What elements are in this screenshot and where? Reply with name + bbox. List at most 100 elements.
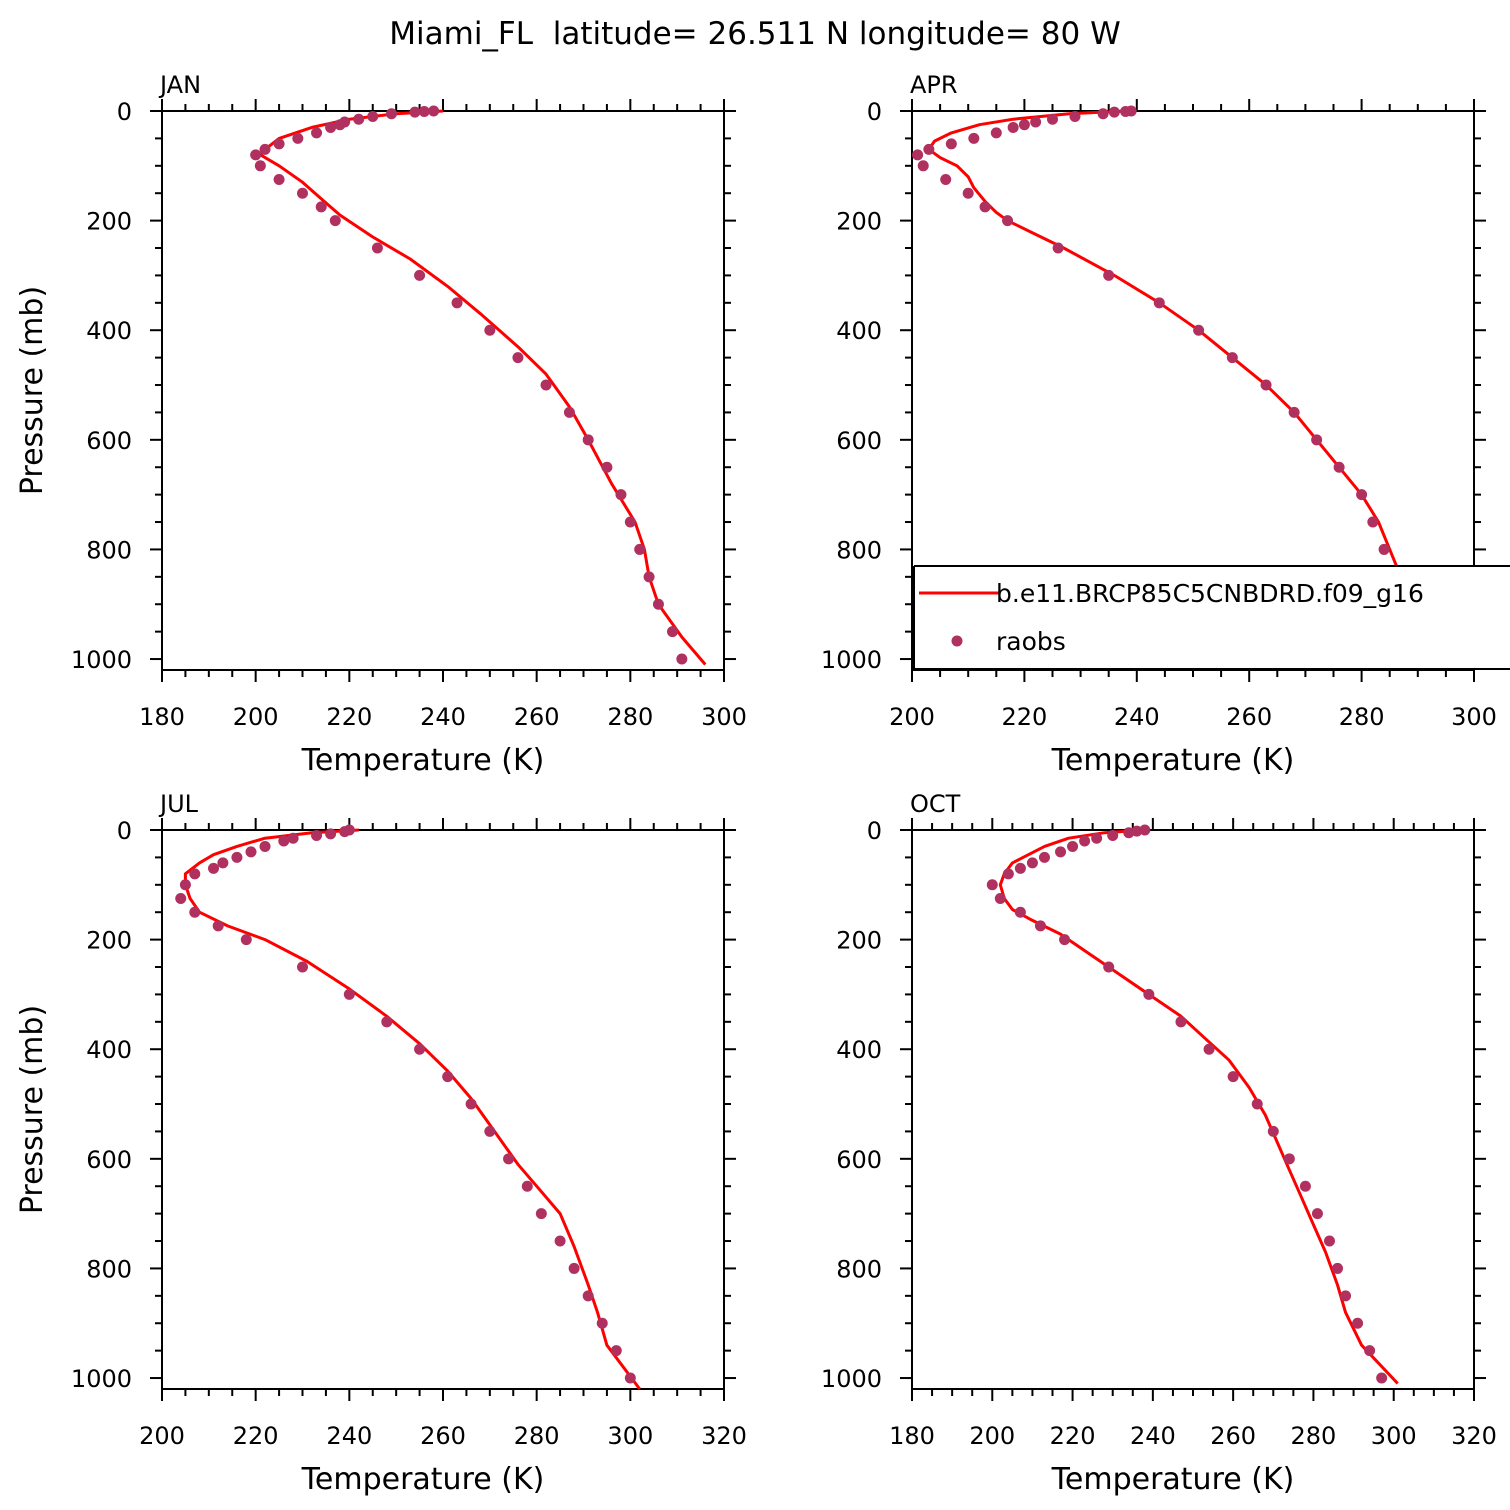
x-tick-label: 300 bbox=[607, 1422, 653, 1450]
raobs-point bbox=[367, 110, 379, 122]
raobs-point bbox=[563, 406, 575, 418]
raobs-point bbox=[917, 160, 929, 172]
x-tick-label: 280 bbox=[607, 703, 653, 731]
x-tick-label: 240 bbox=[1114, 703, 1160, 731]
raobs-point bbox=[554, 1235, 566, 1247]
panel-title: JAN bbox=[158, 71, 201, 99]
x-tick-label: 220 bbox=[1050, 1422, 1096, 1450]
raobs-point bbox=[986, 879, 998, 891]
x-tick-label: 200 bbox=[233, 703, 279, 731]
raobs-point bbox=[273, 174, 285, 186]
x-tick-label: 220 bbox=[326, 703, 372, 731]
raobs-point bbox=[582, 1290, 594, 1302]
x-tick-label: 280 bbox=[1339, 703, 1385, 731]
y-tick-label: 800 bbox=[836, 536, 882, 564]
raobs-point bbox=[1288, 406, 1300, 418]
raobs-point bbox=[624, 516, 636, 528]
raobs-point bbox=[968, 132, 980, 144]
raobs-point bbox=[923, 143, 935, 155]
raobs-point bbox=[325, 121, 337, 133]
raobs-point bbox=[940, 174, 952, 186]
raobs-point bbox=[1283, 1153, 1295, 1165]
raobs-point bbox=[484, 1125, 496, 1137]
panel-jan: 180 200 220 240 260 280 300 0 200 400 600 800 1000 JA… bbox=[15, 71, 747, 778]
y-tick-label: 400 bbox=[836, 1036, 882, 1064]
raobs-point bbox=[652, 598, 664, 610]
panel-jul: 200 220 240 260 280 300 320 0 200 400 600 800 1000 JU… bbox=[15, 790, 747, 1497]
x-axis-title: Temperature (K) bbox=[301, 743, 545, 778]
x-tick-label: 280 bbox=[1291, 1422, 1337, 1450]
raobs-point bbox=[484, 324, 496, 336]
raobs-point bbox=[1014, 862, 1026, 874]
y-tick-label: 800 bbox=[86, 1255, 132, 1283]
y-tick-label: 0 bbox=[117, 817, 132, 845]
raobs-point bbox=[179, 879, 191, 891]
panel-title: OCT bbox=[910, 790, 961, 818]
raobs-point bbox=[418, 106, 430, 118]
x-tick-label: 180 bbox=[139, 703, 185, 731]
raobs-point bbox=[643, 571, 655, 583]
y-tick-label: 400 bbox=[86, 317, 132, 345]
raobs-point bbox=[582, 434, 594, 446]
raobs-point bbox=[217, 857, 229, 869]
raobs-point bbox=[1059, 934, 1071, 946]
raobs-point bbox=[1203, 1043, 1215, 1055]
panels: 180 200 220 240 260 280 300 0 200 400 600 800 1000 JA… bbox=[15, 71, 1497, 1497]
raobs-point bbox=[1097, 108, 1109, 120]
raobs-point bbox=[1034, 920, 1046, 932]
x-tick-label: 260 bbox=[420, 1422, 466, 1450]
raobs-point bbox=[311, 829, 323, 841]
raobs-point bbox=[1153, 297, 1165, 309]
raobs-point bbox=[1108, 106, 1120, 118]
raobs-point bbox=[1091, 832, 1103, 844]
y-tick-label: 200 bbox=[86, 208, 132, 236]
y-axis-title: Pressure (mb) bbox=[15, 1005, 50, 1214]
panel-title: APR bbox=[910, 71, 958, 99]
y-tick-label: 200 bbox=[836, 927, 882, 955]
raobs-point bbox=[1311, 1208, 1323, 1220]
raobs-point bbox=[259, 840, 271, 852]
raobs-point bbox=[912, 149, 924, 161]
raobs-point bbox=[1055, 846, 1067, 858]
raobs-point bbox=[273, 138, 285, 150]
plot-frame bbox=[911, 829, 1475, 1390]
x-tick-label: 300 bbox=[1371, 1422, 1417, 1450]
x-tick-label: 260 bbox=[1210, 1422, 1256, 1450]
raobs-point bbox=[353, 113, 365, 125]
x-tick-label: 240 bbox=[326, 1422, 372, 1450]
figure-title: Miami_FL latitude= 26.511 N longitude= 8… bbox=[389, 16, 1120, 52]
raobs-point bbox=[311, 127, 323, 139]
raobs-point bbox=[1356, 489, 1368, 501]
raobs-point bbox=[521, 1180, 533, 1192]
y-tick-label: 1000 bbox=[71, 646, 132, 674]
y-tick-label: 0 bbox=[867, 817, 882, 845]
y-tick-label: 800 bbox=[836, 1255, 882, 1283]
raobs-point bbox=[1026, 857, 1038, 869]
y-tick-label: 0 bbox=[117, 98, 132, 126]
legend-label: raobs bbox=[996, 627, 1066, 656]
model-series-line bbox=[927, 109, 1464, 666]
raobs-point bbox=[1226, 352, 1238, 364]
panel-apr: 200 220 240 260 280 300 0 200 400 600 800 1000 APR Te… bbox=[821, 71, 1497, 778]
raobs-point bbox=[240, 934, 252, 946]
model-series-line bbox=[998, 828, 1399, 1385]
y-tick-label: 200 bbox=[836, 208, 882, 236]
model-series-line bbox=[183, 828, 641, 1390]
y-tick-label: 0 bbox=[867, 98, 882, 126]
y-tick-label: 600 bbox=[86, 427, 132, 455]
raobs-point bbox=[1069, 110, 1081, 122]
raobs-point bbox=[428, 105, 440, 117]
y-axis-title: Pressure (mb) bbox=[15, 286, 50, 495]
x-tick-label: 260 bbox=[1226, 703, 1272, 731]
raobs-point bbox=[1103, 269, 1115, 281]
raobs-point bbox=[1143, 988, 1155, 1000]
raobs-point bbox=[610, 1345, 622, 1357]
raobs-point bbox=[414, 269, 426, 281]
raobs-point bbox=[615, 489, 627, 501]
raobs-point bbox=[503, 1153, 515, 1165]
raobs-point bbox=[1267, 1125, 1279, 1137]
raobs-point bbox=[624, 1372, 636, 1384]
raobs-point bbox=[212, 920, 224, 932]
